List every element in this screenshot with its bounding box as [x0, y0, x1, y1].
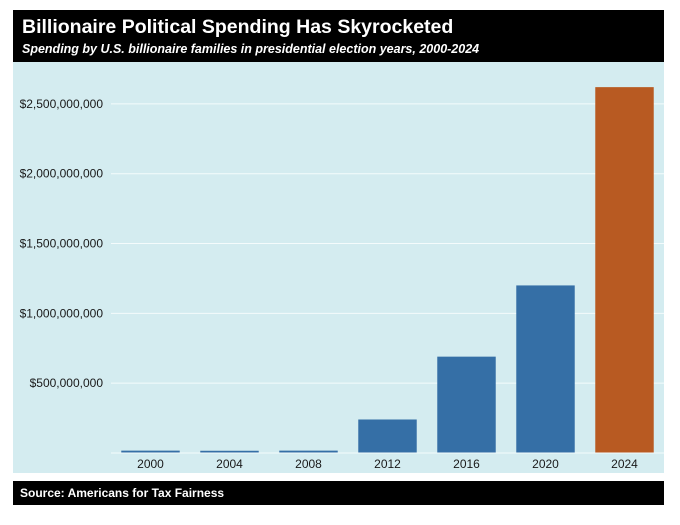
x-tick-label: 2012 — [374, 457, 401, 471]
bar-2000 — [121, 450, 180, 453]
chart-footer: Source: Americans for Tax Fairness — [13, 481, 664, 505]
bar-2004 — [200, 450, 259, 453]
chart-subtitle: Spending by U.S. billionaire families in… — [22, 42, 480, 56]
x-tick-label: 2024 — [611, 457, 638, 471]
x-tick-label: 2020 — [532, 457, 559, 471]
bar-2008 — [279, 450, 338, 453]
x-tick-label: 2004 — [216, 457, 243, 471]
chart-title: Billionaire Political Spending Has Skyro… — [22, 16, 454, 38]
y-tick-label: $2,000,000,000 — [20, 167, 104, 181]
x-tick-label: 2008 — [295, 457, 322, 471]
y-tick-label: $500,000,000 — [30, 376, 104, 390]
plot-panel — [111, 62, 664, 453]
bar-2016 — [437, 356, 496, 453]
source-note: Source: Americans for Tax Fairness — [20, 486, 225, 500]
bar-2024 — [595, 87, 654, 453]
y-tick-label: $2,500,000,000 — [20, 97, 104, 111]
y-tick-label: $1,000,000,000 — [20, 306, 104, 320]
bar-chart: $500,000,000 $1,000,000,000 $1,500,000,000… — [13, 62, 664, 473]
y-tick-label: $1,500,000,000 — [20, 237, 104, 251]
bar-2020 — [516, 285, 575, 453]
chart-header: Billionaire Political Spending Has Skyro… — [13, 10, 664, 62]
chart-area: $500,000,000 $1,000,000,000 $1,500,000,000… — [13, 62, 664, 473]
bar-2012 — [358, 419, 417, 453]
x-tick-label: 2000 — [137, 457, 164, 471]
x-tick-label: 2016 — [453, 457, 480, 471]
